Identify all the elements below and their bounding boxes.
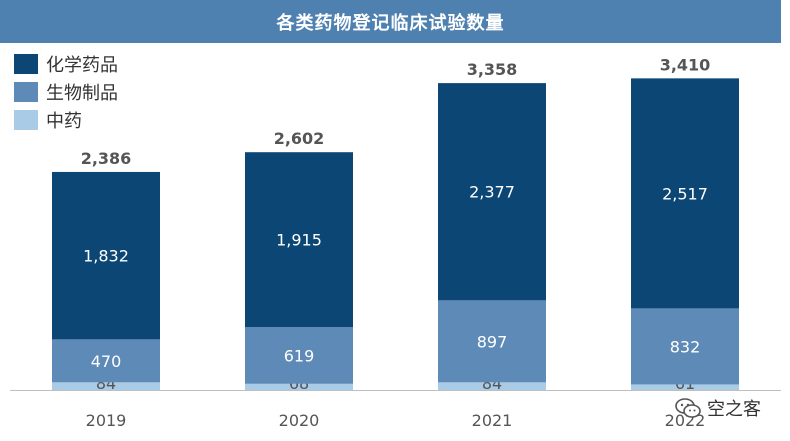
x-tick-label: 2021 [472, 411, 513, 430]
total-label: 3,410 [660, 55, 711, 74]
legend-swatch-tcm [14, 110, 38, 130]
legend-item-biologic: 生物制品 [14, 78, 118, 106]
total-label: 3,358 [467, 60, 518, 79]
legend-label-chemical: 化学药品 [46, 55, 118, 76]
bar-segment-tcm [52, 382, 160, 390]
wechat-icon [675, 398, 701, 418]
x-tick-label: 2020 [279, 411, 320, 430]
bar-segment-chemical [52, 171, 160, 340]
data-label-biologic: 832 [670, 337, 701, 356]
legend-swatch-biologic [14, 82, 38, 102]
data-label-chemical: 1,832 [83, 247, 129, 266]
bar-segment-biologic [52, 339, 160, 383]
data-label-biologic: 619 [284, 347, 315, 366]
legend-item-chemical: 化学药品 [14, 50, 118, 78]
legend-swatch-chemical [14, 54, 38, 74]
bar-segment-biologic [631, 308, 739, 385]
bar-segment-tcm [245, 383, 353, 390]
data-label-chemical: 2,517 [662, 184, 708, 203]
bar-segment-chemical [631, 78, 739, 309]
total-label: 2,386 [81, 149, 132, 168]
data-label-chemical: 2,377 [469, 183, 515, 202]
bar-segment-chemical [245, 152, 353, 328]
chart-title-bar: 各类药物登记临床试验数量 [0, 0, 781, 43]
legend-label-tcm: 中药 [46, 111, 82, 132]
legend: 化学药品 生物制品 中药 [14, 50, 118, 134]
watermark: 空之客 [675, 395, 761, 421]
bar-segment-tcm [631, 384, 739, 390]
chart-title: 各类药物登记临床试验数量 [276, 12, 505, 34]
data-label-biologic: 897 [477, 332, 508, 351]
watermark-text: 空之客 [707, 399, 761, 420]
bar-segment-chemical [438, 83, 546, 301]
data-label-biologic: 470 [91, 352, 122, 371]
bar-segment-biologic [438, 300, 546, 383]
data-label-chemical: 1,915 [276, 231, 322, 250]
legend-label-biologic: 生物制品 [46, 83, 118, 104]
total-label: 2,602 [274, 129, 325, 148]
legend-item-tcm: 中药 [14, 106, 118, 134]
bar-segment-biologic [245, 327, 353, 384]
bar-segment-tcm [438, 382, 546, 390]
x-tick-label: 2019 [86, 411, 127, 430]
